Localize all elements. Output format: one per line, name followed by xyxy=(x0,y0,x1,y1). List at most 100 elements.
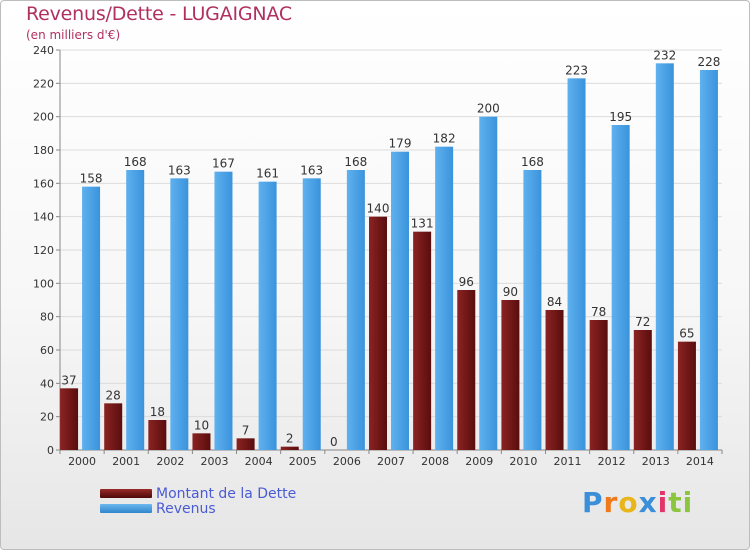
bar-revenus xyxy=(391,151,409,450)
data-label-revenus: 200 xyxy=(477,102,500,116)
y-tick-label: 220 xyxy=(33,77,54,90)
logo-letter: i xyxy=(682,486,694,519)
x-tick-label: 2002 xyxy=(156,455,184,468)
x-tick-label: 2007 xyxy=(377,455,405,468)
data-label-dette: 131 xyxy=(411,217,434,231)
data-label-dette: 140 xyxy=(367,202,390,216)
data-label-revenus: 158 xyxy=(80,172,103,186)
data-label-dette: 18 xyxy=(150,405,165,419)
logo-letter: o xyxy=(618,486,639,519)
x-tick-label: 2010 xyxy=(509,455,537,468)
data-label-revenus: 163 xyxy=(168,163,191,177)
y-tick-label: 0 xyxy=(47,444,54,457)
legend-item-revenus: Revenus xyxy=(100,501,296,517)
x-tick-label: 2011 xyxy=(554,455,582,468)
x-tick-label: 2006 xyxy=(333,455,361,468)
legend-item-dette: Montant de la Dette xyxy=(100,485,297,502)
y-tick-label: 60 xyxy=(40,344,54,357)
x-tick-label: 2012 xyxy=(598,455,626,468)
x-tick-label: 2001 xyxy=(112,455,140,468)
legend: Montant de la Dette Revenus xyxy=(100,485,297,517)
legend-swatch-revenus xyxy=(100,504,152,513)
data-label-revenus: 168 xyxy=(124,155,147,169)
data-label-revenus: 168 xyxy=(521,155,544,169)
data-label-dette: 10 xyxy=(194,418,209,432)
x-tick-label: 2003 xyxy=(200,455,228,468)
bar-dette xyxy=(236,438,255,450)
bar-revenus xyxy=(655,63,674,450)
bar-revenus xyxy=(82,186,101,450)
data-label-revenus: 161 xyxy=(256,167,279,181)
data-label-revenus: 163 xyxy=(300,163,323,177)
data-label-dette: 90 xyxy=(503,285,518,299)
bar-dette xyxy=(192,433,211,450)
y-tick-label: 100 xyxy=(33,277,54,290)
data-label-dette: 65 xyxy=(679,327,694,341)
data-label-dette: 96 xyxy=(459,275,474,289)
data-label-dette: 28 xyxy=(106,388,121,402)
data-label-revenus: 228 xyxy=(697,55,720,69)
bar-revenus xyxy=(346,170,365,450)
bar-revenus xyxy=(435,146,454,450)
data-label-revenus: 179 xyxy=(389,137,412,151)
x-tick-label: 2008 xyxy=(421,455,449,468)
x-tick-label: 2005 xyxy=(289,455,317,468)
bar-revenus xyxy=(611,125,630,450)
data-label-dette: 7 xyxy=(242,423,250,437)
logo-letter: r xyxy=(603,486,619,519)
logo-letter: P xyxy=(582,486,604,519)
bar-dette xyxy=(545,310,564,450)
data-label-dette: 78 xyxy=(591,305,606,319)
data-label-dette: 0 xyxy=(330,435,338,449)
chart-subtitle: (en milliers d'€) xyxy=(26,28,121,42)
y-tick-label: 80 xyxy=(40,311,54,324)
bar-dette xyxy=(280,446,299,450)
x-tick-label: 2014 xyxy=(686,455,714,468)
x-tick-label: 2013 xyxy=(642,455,670,468)
data-label-dette: 72 xyxy=(635,315,650,329)
bar-revenus xyxy=(699,70,718,450)
chart-title: Revenus/Dette - LUGAIGNAC xyxy=(26,3,292,25)
y-tick-label: 240 xyxy=(33,44,54,57)
legend-label-dette: Montant de la Dette xyxy=(156,485,297,502)
logo-letter: t xyxy=(668,486,683,519)
legend-swatch-dette xyxy=(100,489,152,498)
x-tick-label: 2000 xyxy=(68,455,96,468)
bar-dette xyxy=(148,420,167,450)
bar-revenus xyxy=(126,170,145,450)
bar-revenus xyxy=(567,78,586,450)
bar-revenus xyxy=(302,178,321,451)
y-tick-label: 160 xyxy=(33,177,54,190)
bar-revenus xyxy=(523,170,542,450)
y-tick-label: 200 xyxy=(33,111,54,124)
bar-dette xyxy=(104,403,123,450)
data-label-revenus: 168 xyxy=(344,155,367,169)
data-label-revenus: 195 xyxy=(609,110,632,124)
bar-revenus xyxy=(479,116,498,451)
y-tick-label: 180 xyxy=(33,144,54,157)
bar-dette xyxy=(413,231,432,450)
logo-letter: i xyxy=(657,486,669,519)
y-tick-label: 120 xyxy=(33,244,54,257)
y-tick-label: 20 xyxy=(40,411,54,424)
bar-dette xyxy=(501,300,520,450)
data-label-revenus: 232 xyxy=(653,48,676,62)
bar-dette xyxy=(369,216,387,450)
logo-letter: x xyxy=(638,486,658,519)
data-label-revenus: 182 xyxy=(433,132,456,146)
bar-dette xyxy=(677,341,696,450)
data-label-dette: 84 xyxy=(547,295,562,309)
bar-dette xyxy=(60,388,79,450)
bar-revenus xyxy=(214,171,233,450)
y-tick-label: 40 xyxy=(40,377,54,390)
bar-revenus xyxy=(258,181,277,450)
bar-dette xyxy=(589,320,608,450)
y-tick-label: 140 xyxy=(33,211,54,224)
bar-dette xyxy=(633,330,652,450)
data-label-dette: 2 xyxy=(286,432,294,446)
proxiti-logo: Proxiti xyxy=(582,486,693,519)
bar-revenus xyxy=(170,178,189,451)
data-label-dette: 37 xyxy=(61,373,76,387)
data-label-revenus: 167 xyxy=(212,157,235,171)
